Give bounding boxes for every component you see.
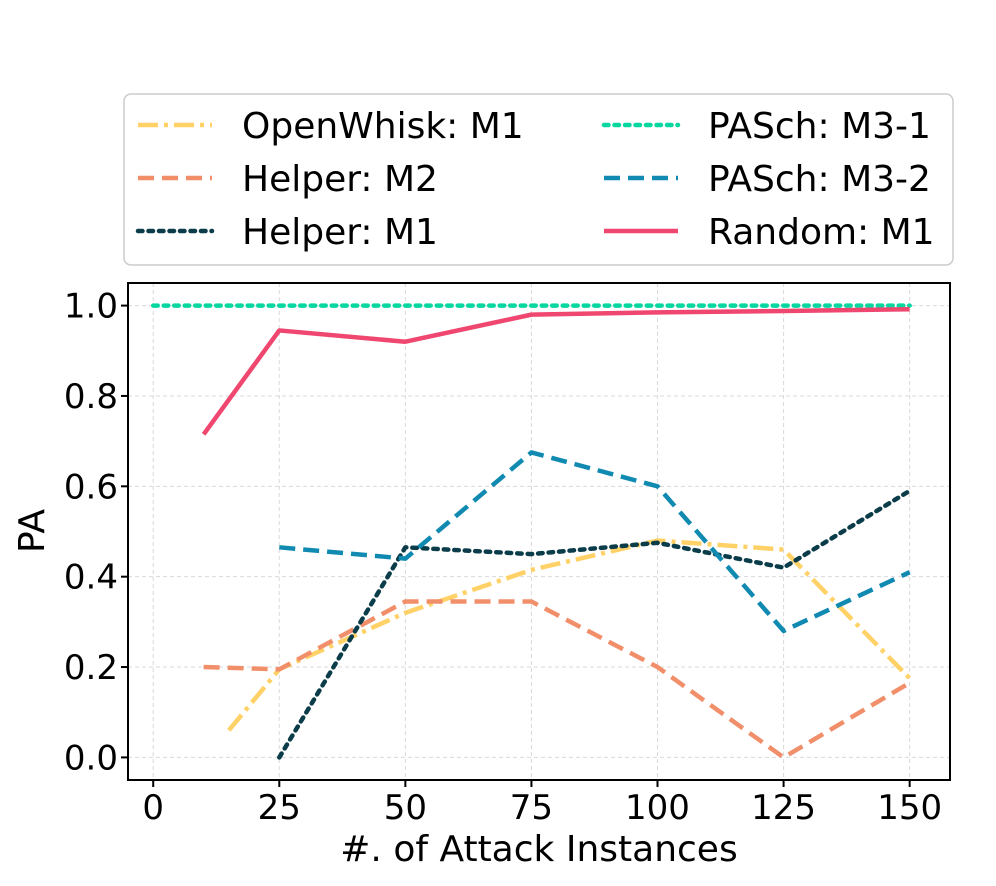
legend-entry-helper-m1: Helper: M1 [135, 212, 438, 253]
x-tick-label: 25 [258, 788, 301, 828]
x-axis-title: #. of Attack Instances [340, 829, 737, 870]
legend-label: Helper: M2 [242, 159, 438, 200]
legend-label: Random: M1 [708, 212, 935, 253]
grid [128, 283, 950, 780]
y-tick-label: 0.6 [64, 467, 118, 507]
series-line-pasch-m3-2 [279, 450, 911, 634]
y-tick-label: 1.0 [64, 287, 118, 327]
x-tick-label: 125 [751, 788, 816, 828]
plot-frame [127, 282, 951, 781]
y-axis-title: PA [12, 509, 53, 553]
legend-entry-openwhisk-m1: OpenWhisk: M1 [138, 106, 524, 147]
legend-entry-pasch-m3-2: PASch: M3-2 [604, 159, 931, 200]
legend-label: PASch: M3-1 [708, 106, 931, 147]
legend-label: PASch: M3-2 [708, 159, 931, 200]
legend-entry-pasch-m3-1: PASch: M3-1 [601, 106, 931, 147]
series-line-helper-m1 [277, 488, 912, 760]
x-tick-label: 150 [877, 788, 942, 828]
legend-entry-helper-m2: Helper: M2 [138, 159, 438, 200]
legend-entry-random-m1: Random: M1 [604, 212, 935, 253]
series-lines [150, 303, 912, 760]
x-tick-label: 75 [510, 788, 553, 828]
x-axis-ticks: 0 25 50 75 100 125 150 [142, 780, 942, 828]
legend: OpenWhisk: M1 Helper: M2 Helper: M1 PASch: … [123, 93, 954, 266]
y-tick-label: 0.2 [64, 648, 118, 688]
y-axis-ticks: 0.0 0.2 0.4 0.6 0.8 1.0 [64, 287, 128, 778]
legend-label: Helper: M1 [242, 212, 438, 253]
x-tick-label: 100 [625, 788, 690, 828]
y-tick-label: 0.8 [64, 377, 118, 417]
y-tick-label: 0.4 [64, 558, 118, 598]
x-tick-label: 0 [142, 788, 164, 828]
series-line-helper-m2 [203, 599, 911, 760]
y-tick-label: 0.0 [64, 738, 118, 778]
series-line-random-m1 [201, 306, 910, 436]
legend-box [123, 93, 954, 266]
x-tick-label: 50 [384, 788, 427, 828]
series-line-openwhisk-m1 [227, 538, 912, 732]
legend-label: OpenWhisk: M1 [242, 106, 524, 147]
